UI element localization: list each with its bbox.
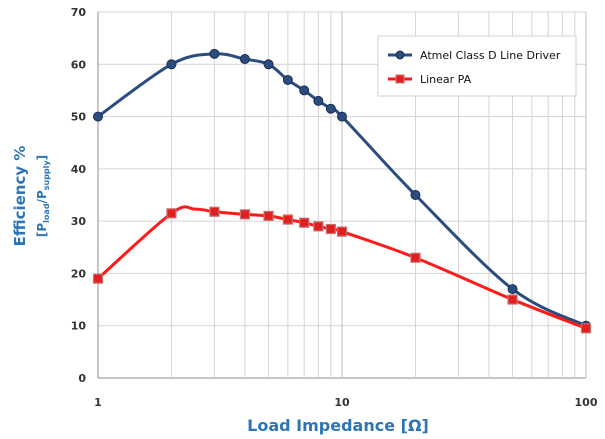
data-point-class-d [337, 111, 347, 122]
data-point-class-d [93, 111, 103, 122]
y-axis-subtitle: [Pload/Psupply] [35, 155, 51, 237]
data-point-linear-pa [166, 208, 177, 219]
data-point-linear-pa [263, 210, 274, 222]
data-point-linear-pa [313, 221, 324, 232]
legend-label-linear-pa: Linear PA [420, 73, 472, 86]
data-point-linear-pa [299, 217, 310, 228]
data-point-class-d [507, 284, 518, 295]
y-tick-label: 10 [71, 320, 87, 333]
data-point-linear-pa [507, 294, 518, 305]
grid [97, 11, 587, 379]
y-axis-title: Efficiency % [11, 146, 29, 247]
legend-marker-class-d [395, 50, 405, 60]
data-point-linear-pa [209, 206, 220, 217]
legend-marker-linear-pa [395, 74, 405, 84]
data-point-class-d [263, 59, 274, 70]
data-point-linear-pa [92, 273, 104, 284]
data-point-linear-pa [325, 223, 336, 235]
data-point-linear-pa [239, 209, 251, 220]
x-tick-label: 1 [94, 396, 102, 409]
data-point-class-d [282, 74, 293, 85]
data-point-class-d [325, 103, 336, 114]
data-point-class-d [166, 59, 177, 70]
data-point-linear-pa [580, 323, 592, 334]
data-point-linear-pa [410, 252, 421, 263]
x-tick-labels: 1 10 100 [94, 396, 598, 409]
y-tick-label: 30 [71, 215, 87, 228]
data-point-class-d [239, 54, 250, 65]
data-point-class-d [209, 48, 220, 59]
data-point-class-d [410, 190, 421, 200]
legend-label-class-d: Atmel Class D Line Driver [420, 49, 561, 62]
x-axis-title: Load Impedance [Ω] [247, 416, 429, 435]
x-tick-label: 10 [334, 396, 350, 409]
legend-item-class-d: Atmel Class D Line Driver [388, 49, 561, 62]
y-tick-label: 70 [71, 6, 87, 19]
legend: Atmel Class D Line Driver Linear PA [377, 35, 577, 97]
y-tick-label: 60 [71, 58, 87, 71]
y-tick-label: 20 [71, 267, 87, 280]
y-tick-labels: 0 10 20 30 40 50 60 70 [71, 6, 87, 385]
y-tick-label: 50 [71, 111, 87, 124]
series-markers [92, 48, 592, 334]
y-tick-label: 0 [78, 372, 86, 385]
data-point-linear-pa [282, 214, 293, 225]
data-point-class-d [299, 85, 310, 96]
legend-item-linear-pa: Linear PA [388, 73, 472, 86]
y-tick-label: 40 [71, 163, 87, 176]
x-tick-label: 100 [575, 396, 598, 409]
data-point-linear-pa [336, 226, 348, 237]
legend-box [377, 35, 577, 97]
data-point-class-d [313, 95, 324, 106]
